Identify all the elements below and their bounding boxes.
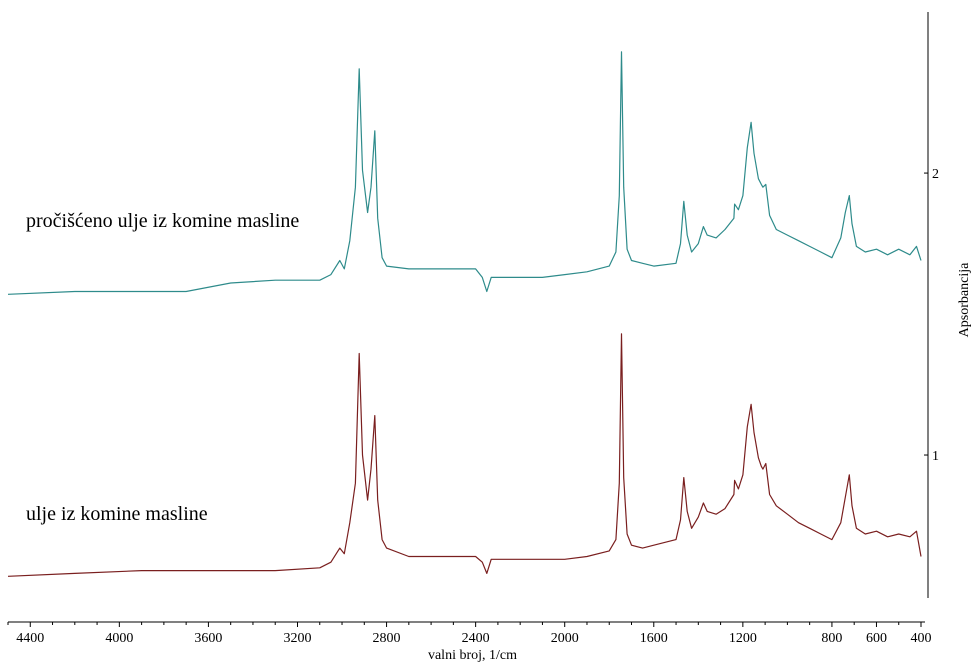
- x-axis-ticks: 4400 4000 3600 3200 2800 2400 2000 1600 1200 800 6…: [7, 622, 932, 646]
- x-tick-label: 4000: [105, 631, 133, 646]
- series-label-olive-pomace-oil: ulje iz komine masline: [26, 503, 208, 525]
- series-label-purified-oil: pročišćeno ulje iz komine masline: [26, 210, 299, 232]
- x-tick-label: 800: [821, 631, 842, 646]
- x-tick-label: 2000: [551, 631, 579, 646]
- x-tick-label: 1200: [729, 631, 757, 646]
- x-tick-label: 3600: [194, 631, 222, 646]
- series-line-0: [7, 51, 922, 295]
- x-tick-label: 4400: [16, 631, 44, 646]
- y-tick-label: 1: [932, 449, 939, 464]
- x-tick-label: 400: [911, 631, 932, 646]
- series-line-1: [7, 333, 922, 577]
- x-axis-title: valni broj, 1/cm: [428, 648, 517, 662]
- y-axis-title: Apsorbancija: [957, 262, 972, 337]
- x-tick-label: 1600: [640, 631, 668, 646]
- x-tick-label: 600: [866, 631, 887, 646]
- x-tick-label: 2400: [462, 631, 490, 646]
- plot-area: [7, 51, 922, 577]
- x-tick-label: 2800: [373, 631, 401, 646]
- y-tick-label: 2: [932, 167, 939, 182]
- x-tick-label: 3200: [283, 631, 311, 646]
- y-axis-ticks: 12: [924, 167, 939, 464]
